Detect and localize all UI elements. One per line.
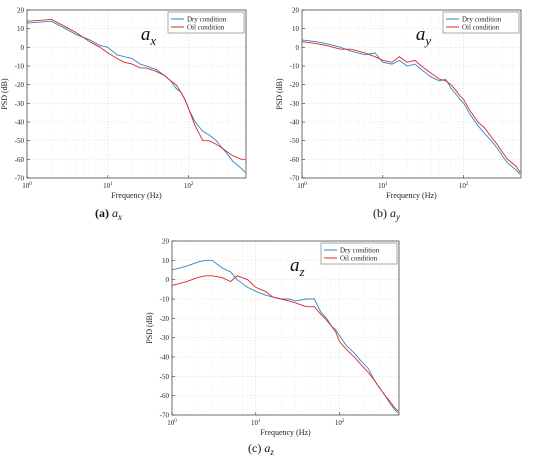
panel-caption: (a) ax [95,206,122,222]
plot-frame [171,240,400,416]
axis-variable-annotation: ax [141,24,157,48]
legend-label: Oil condition [462,24,500,32]
legend-label: Oil condition [187,24,225,32]
series-line-dry-condition [27,20,246,173]
y-tick-label: 0 [166,276,170,284]
y-tick-label: -30 [160,334,170,342]
series-line-dry-condition [302,39,521,175]
x-axis-label: Frequency (Hz) [386,191,437,200]
y-axis-label: PSD (dB) [275,78,284,110]
panel-caption: (c) az [248,441,274,457]
y-tick-label: -30 [15,100,25,108]
legend-label: Dry condition [340,247,380,255]
axis-variable-annotation: az [290,255,305,279]
y-tick-label: -10 [15,63,25,71]
y-tick-label: -50 [15,137,25,145]
y-tick-label: 20 [292,7,300,15]
x-tick-label: 102 [335,419,345,427]
panel-caption: (b) ay [373,206,400,222]
y-axis-label: PSD (dB) [145,312,154,344]
series-line-dry-condition [172,259,399,414]
y-tick-label: 20 [162,238,170,246]
x-axis-label: Frequency (Hz) [260,428,311,437]
y-tick-label: -40 [15,119,25,127]
y-tick-label: 0 [21,44,25,52]
y-tick-label: -10 [290,63,300,71]
legend-box [167,11,245,34]
y-tick-label: -10 [160,296,170,304]
y-tick-label: -70 [160,412,170,420]
y-tick-label: 10 [17,25,25,33]
y-tick-label: -60 [15,156,25,164]
y-tick-label: -40 [160,354,170,362]
y-tick-label: -60 [160,392,170,400]
legend-box [320,242,398,265]
axis-variable-annotation: ay [416,24,432,48]
legend-label: Dry condition [462,16,502,24]
x-tick-label: 101 [378,182,388,190]
x-tick-label: 100 [167,419,177,427]
x-tick-label: 100 [22,182,32,190]
legend-box [442,11,520,34]
x-tick-label: 101 [251,419,261,427]
legend-label: Oil condition [340,255,378,263]
y-tick-label: -20 [160,315,170,323]
y-tick-label: -50 [290,137,300,145]
x-tick-label: 101 [103,182,113,190]
y-axis-label: PSD (dB) [0,78,9,110]
y-tick-label: 0 [296,44,300,52]
plot-frame [26,9,247,179]
y-tick-label: -60 [290,156,300,164]
y-tick-label: -70 [15,175,25,183]
y-tick-label: -20 [15,81,25,89]
series-line-oil-condition [172,275,399,412]
y-tick-label: -30 [290,100,300,108]
x-tick-label: 102 [459,182,469,190]
x-axis-label: Frequency (Hz) [111,191,162,200]
series-line-oil-condition [302,41,521,173]
y-tick-label: -20 [290,81,300,89]
plot-frame [301,9,522,179]
y-tick-label: 10 [292,25,300,33]
y-tick-label: -70 [290,175,300,183]
y-tick-label: -40 [290,119,300,127]
y-tick-label: -50 [160,373,170,381]
legend-label: Dry condition [187,16,227,24]
y-tick-label: 20 [17,7,25,15]
series-line-oil-condition [27,18,246,160]
x-tick-label: 102 [184,182,194,190]
y-tick-label: 10 [162,257,170,265]
x-tick-label: 100 [297,182,307,190]
